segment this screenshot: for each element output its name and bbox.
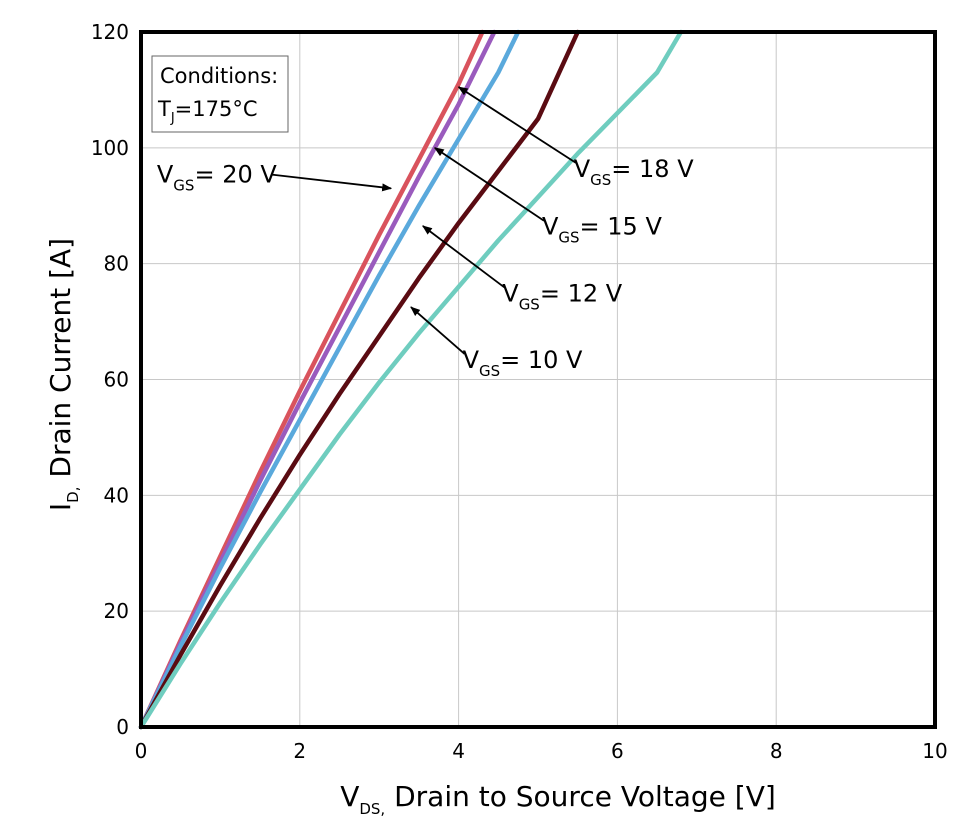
series-annotations: VGS= 20 V VGS= 18 V VGS= 15 V VGS= 12 V VGS=… bbox=[157, 86, 694, 380]
series-line-3 bbox=[138, 29, 580, 730]
annotation-label-2: VGS= 15 V bbox=[542, 213, 662, 247]
series-line-2 bbox=[138, 29, 521, 730]
y-tick-label: 80 bbox=[104, 252, 129, 276]
x-axis-title: VDS, Drain to Source Voltage [V] bbox=[340, 780, 776, 818]
annotation-arrow-0 bbox=[271, 173, 393, 192]
x-axis-ticks: 0 2 4 6 8 10 bbox=[135, 739, 948, 763]
conditions-box: Conditions: TJ=175°C bbox=[151, 55, 289, 133]
conditions-temp-main: T bbox=[157, 97, 171, 121]
x-tick-label: 4 bbox=[452, 739, 465, 763]
y-axis-title-main: I bbox=[44, 503, 77, 511]
y-tick-label: 60 bbox=[104, 368, 129, 392]
series-group bbox=[138, 29, 684, 730]
conditions-temperature: TJ=175°C bbox=[157, 97, 258, 126]
annotation-arrow-2 bbox=[433, 147, 545, 222]
annotation-arrow-3 bbox=[422, 225, 505, 289]
x-axis-title-main: V bbox=[340, 780, 359, 813]
x-tick-label: 10 bbox=[922, 739, 947, 763]
x-tick-label: 8 bbox=[770, 739, 783, 763]
y-tick-label: 120 bbox=[91, 20, 129, 44]
conditions-temp-rest: =175°C bbox=[175, 97, 258, 121]
y-axis-title-sub: D, bbox=[64, 487, 82, 503]
conditions-temp-sub: J bbox=[170, 111, 175, 126]
x-axis-title-sub: DS, bbox=[359, 800, 385, 818]
y-axis-title-rest: Drain Current [A] bbox=[44, 238, 77, 487]
annotation-arrow-1 bbox=[457, 86, 577, 164]
y-tick-label: 100 bbox=[91, 136, 129, 160]
y-axis-ticks: 0 20 40 60 80 100 120 bbox=[91, 20, 129, 739]
annotation-label-1: VGS= 18 V bbox=[574, 155, 694, 189]
grid bbox=[140, 31, 936, 728]
annotation-label-3: VGS= 12 V bbox=[502, 279, 622, 313]
x-axis-title-rest: Drain to Source Voltage [V] bbox=[385, 780, 776, 813]
x-tick-label: 6 bbox=[611, 739, 624, 763]
series-line-4 bbox=[138, 29, 684, 730]
conditions-title: Conditions: bbox=[160, 64, 278, 88]
annotation-label-4: VGS= 10 V bbox=[463, 346, 583, 380]
plot-frame bbox=[139, 30, 937, 729]
x-tick-label: 0 bbox=[135, 739, 148, 763]
annotation-label-0: VGS= 20 V bbox=[157, 161, 277, 195]
y-axis-title: ID, Drain Current [A] bbox=[44, 238, 82, 511]
y-tick-label: 40 bbox=[104, 483, 129, 507]
annotation-arrow-4 bbox=[410, 306, 466, 355]
x-tick-label: 2 bbox=[293, 739, 306, 763]
y-tick-label: 0 bbox=[116, 715, 129, 739]
y-tick-label: 20 bbox=[104, 599, 129, 623]
